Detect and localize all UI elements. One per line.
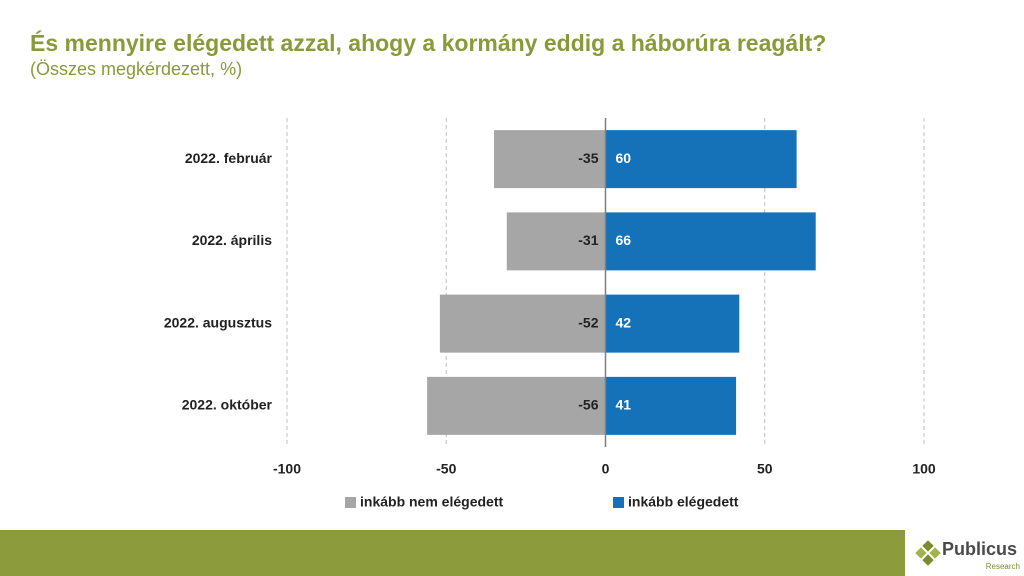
logo-name: Publicus [942,539,1017,559]
y-tick-label: 2022. április [192,232,272,248]
data-label: 41 [616,397,632,413]
y-tick-label: 2022. október [182,397,273,413]
data-label: 66 [616,232,632,248]
chart-title: És mennyire elégedett azzal, ahogy a kor… [30,29,826,56]
x-tick-label: 50 [757,461,773,477]
data-label: 42 [616,314,632,330]
x-tick-label: 0 [602,461,610,477]
data-label: -52 [578,314,598,330]
x-tick-label: 100 [912,461,936,477]
logo-sub: Research [986,562,1020,571]
y-tick-label: 2022. február [185,150,273,166]
logo: Publicus Research [915,539,1020,571]
bar [494,130,606,189]
data-label: 60 [616,150,632,166]
x-tick-label: -50 [436,461,456,477]
bar [605,376,737,435]
y-tick-label: 2022. augusztus [164,314,272,330]
logo-mark [922,554,934,566]
bar [506,212,606,271]
legend-label: inkább elégedett [628,494,739,510]
logo-mark [929,547,941,559]
data-label: -56 [578,397,598,413]
data-label: -35 [578,150,598,166]
chart-subtitle: (Összes megkérdezett, %) [30,59,242,79]
logo-mark [915,547,927,559]
legend-swatch [613,497,624,508]
logo-mark [922,540,934,552]
bar [605,212,816,271]
bar [605,130,797,189]
bar [427,376,606,435]
legend-swatch [345,497,356,508]
bar [605,294,740,353]
x-tick-label: -100 [273,461,301,477]
bar [439,294,606,353]
legend-label: inkább nem elégedett [360,494,503,510]
footer-band [0,530,905,576]
data-label: -31 [578,232,598,248]
